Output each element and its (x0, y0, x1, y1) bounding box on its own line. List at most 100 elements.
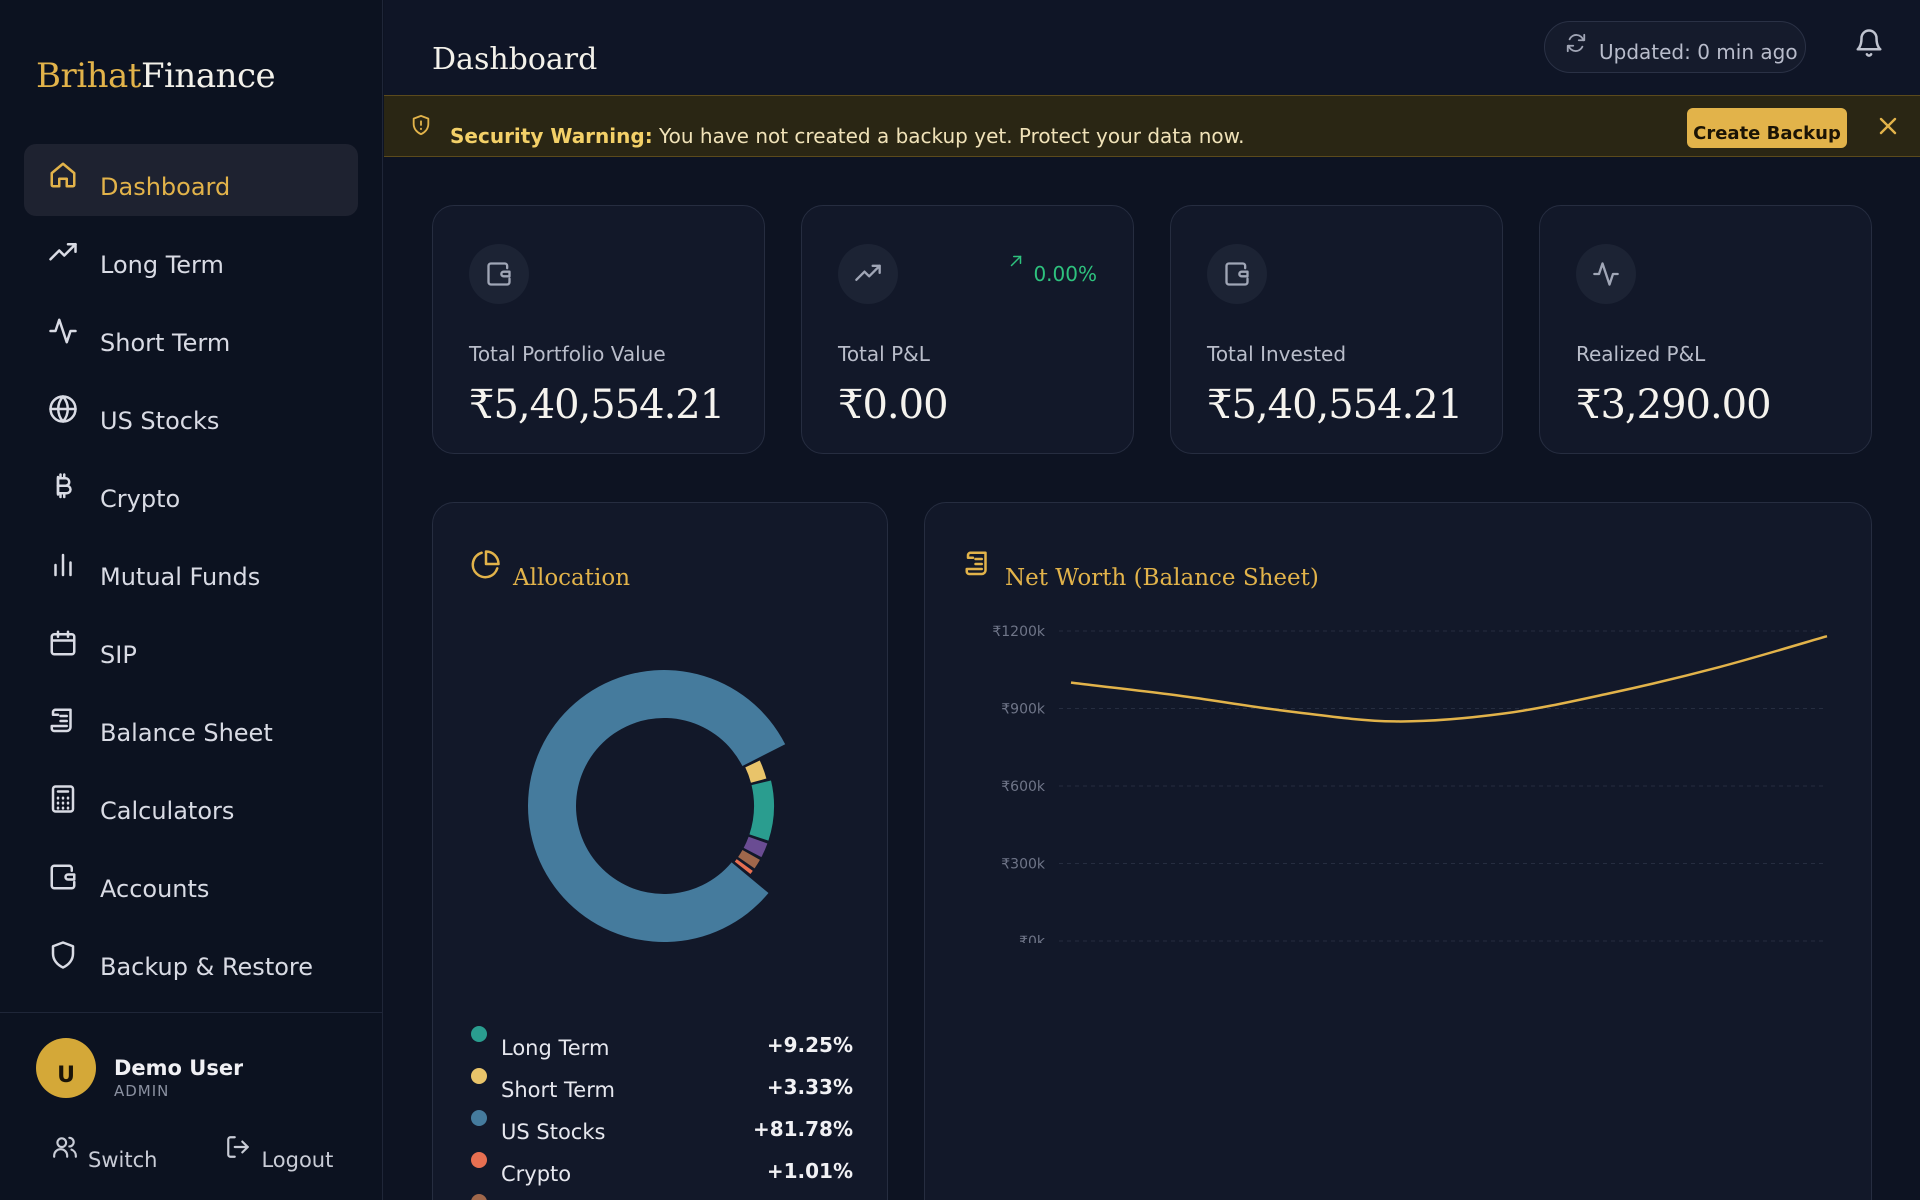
networth-panel: Net Worth (Balance Sheet) ₹0k ₹300k ₹600k ₹… (924, 502, 1872, 1200)
legend-item: Short Term +3.33% (471, 1063, 853, 1105)
pie-chart-icon (471, 550, 500, 579)
networth-line-chart: ₹0k₹300k₹600k₹900k₹1200k01 Jan01 Apr01 A… (992, 624, 1828, 943)
sidebar-item-balance-sheet[interactable]: Balance Sheet (24, 690, 358, 762)
security-warning-banner: Security Warning: You have not created a… (384, 95, 1920, 157)
sidebar-item-label: Backup & Restore (100, 953, 314, 981)
legend-name: US Stocks (501, 1120, 606, 1144)
wallet-icon (1207, 244, 1267, 304)
sidebar-nav: Dashboard Long Term Short Term US Stocks… (24, 144, 358, 1002)
allocation-donut-chart (528, 670, 786, 942)
sidebar-item-crypto[interactable]: Crypto (24, 456, 358, 528)
shield-icon (48, 940, 78, 970)
sidebar-item-label: Dashboard (100, 173, 231, 201)
trending-up-icon (48, 238, 78, 268)
updated-text: Updated: 0 min ago (1599, 40, 1798, 64)
legend-item: US Stocks +81.78% (471, 1105, 853, 1147)
sidebar-item-accounts[interactable]: Accounts (24, 846, 358, 918)
sidebar-item-label: SIP (100, 641, 137, 669)
activity-icon (1576, 244, 1636, 304)
top-bar: Dashboard Updated: 0 min ago (384, 0, 1920, 95)
logout-button[interactable]: Logout (225, 1136, 333, 1172)
logout-label: Logout (261, 1148, 334, 1172)
switch-label: Switch (88, 1148, 158, 1172)
legend-value: +3.33% (766, 1075, 853, 1099)
y-tick-label: ₹900k (1001, 702, 1046, 718)
stat-label: Total Portfolio Value (469, 342, 666, 366)
allocation-title: Allocation (471, 550, 631, 591)
sidebar-item-label: Crypto (100, 485, 181, 513)
refresh-icon (1566, 33, 1586, 53)
sidebar-item-label: Accounts (100, 875, 210, 903)
trending-up-icon (838, 244, 898, 304)
shield-alert-icon (410, 114, 432, 136)
warning-message: You have not created a backup yet. Prote… (652, 124, 1245, 148)
stat-card-total-invested: Total Invested ₹5,40,554.21 (1170, 205, 1503, 454)
legend-value: +9.25% (766, 1033, 853, 1057)
allocation-legend: Long Term +9.25% Short Term +3.33% US St… (471, 1021, 853, 1200)
donut-slice-long-term[interactable] (749, 780, 774, 841)
networth-series-line[interactable] (1070, 634, 1828, 723)
brand-part2: Finance (140, 56, 276, 96)
y-tick-label: ₹300k (1001, 857, 1046, 873)
networth-title: Net Worth (Balance Sheet) (963, 551, 1319, 591)
legend-name: Short Term (501, 1078, 615, 1102)
stat-value: ₹3,290.00 (1576, 382, 1772, 428)
scroll-icon (48, 706, 78, 736)
donut-slice-sip[interactable] (738, 850, 760, 869)
stat-card-realized-pnl: Realized P&L ₹3,290.00 (1539, 205, 1872, 454)
stat-value: ₹5,40,554.21 (1207, 382, 1463, 428)
calendar-icon (48, 628, 78, 658)
user-role: ADMIN (114, 1082, 170, 1096)
legend-item: Crypto +1.01% (471, 1147, 853, 1189)
donut-slice-mutual-funds[interactable] (743, 836, 768, 858)
sidebar-item-label: Mutual Funds (100, 563, 261, 591)
sidebar-item-short-term[interactable]: Short Term (24, 300, 358, 372)
sidebar-item-backup-restore[interactable]: Backup & Restore (24, 924, 358, 996)
sidebar-item-dashboard[interactable]: Dashboard (24, 144, 358, 216)
stat-change: 0.00% (1007, 255, 1097, 286)
legend-value: +81.78% (752, 1117, 853, 1141)
sidebar-item-long-term[interactable]: Long Term (24, 222, 358, 294)
legend-dot (471, 1026, 487, 1042)
bell-icon[interactable] (1854, 28, 1884, 58)
arrow-up-right-icon (1011, 255, 1022, 267)
y-tick-label: ₹1200k (992, 624, 1046, 640)
sidebar-item-label: Short Term (100, 329, 231, 357)
legend-value: +1.01% (766, 1159, 853, 1183)
user-meta: Demo User ADMIN (114, 1040, 243, 1096)
donut-slice-us-stocks[interactable] (528, 670, 786, 942)
stat-label: Total Invested (1207, 342, 1347, 366)
create-backup-button[interactable]: Create Backup (1687, 108, 1847, 148)
sidebar-item-us-stocks[interactable]: US Stocks (24, 378, 358, 450)
stat-card-portfolio-value: Total Portfolio Value ₹5,40,554.21 (432, 205, 765, 454)
stat-card-total-pnl: 0.00% Total P&L ₹0.00 (801, 205, 1134, 454)
globe-icon (48, 394, 78, 424)
donut-slice-short-term[interactable] (745, 760, 767, 783)
stat-label: Realized P&L (1576, 342, 1706, 366)
sidebar-item-label: US Stocks (100, 407, 220, 435)
calculator-icon (48, 784, 78, 814)
sidebar-item-sip[interactable]: SIP (24, 612, 358, 684)
sidebar-item-label: Calculators (100, 797, 235, 825)
bitcoin-icon (48, 472, 78, 502)
sidebar-divider (0, 1012, 383, 1013)
sidebar-item-calculators[interactable]: Calculators (24, 768, 358, 840)
page-title: Dashboard (432, 42, 598, 77)
stat-change-value: 0.00% (1033, 262, 1097, 286)
legend-dot (471, 1110, 487, 1126)
close-icon[interactable] (1876, 114, 1900, 138)
brand-logo[interactable]: BrihatFinance (36, 56, 276, 96)
y-tick-label: ₹600k (1001, 779, 1046, 795)
legend-dot (471, 1068, 487, 1084)
logout-icon (227, 1136, 250, 1158)
refresh-status-button[interactable]: Updated: 0 min ago (1544, 21, 1806, 73)
switch-button[interactable]: Switch (52, 1136, 157, 1172)
allocation-title-text: Allocation (513, 565, 631, 591)
warning-title: Security Warning: (450, 124, 653, 148)
sidebar-item-mutual-funds[interactable]: Mutual Funds (24, 534, 358, 606)
networth-title-text: Net Worth (Balance Sheet) (1005, 565, 1319, 591)
legend-item (471, 1189, 853, 1200)
wallet-icon (48, 862, 78, 892)
user-profile[interactable]: U Demo User ADMIN (36, 1038, 243, 1098)
donut-slice-crypto[interactable] (734, 859, 753, 875)
